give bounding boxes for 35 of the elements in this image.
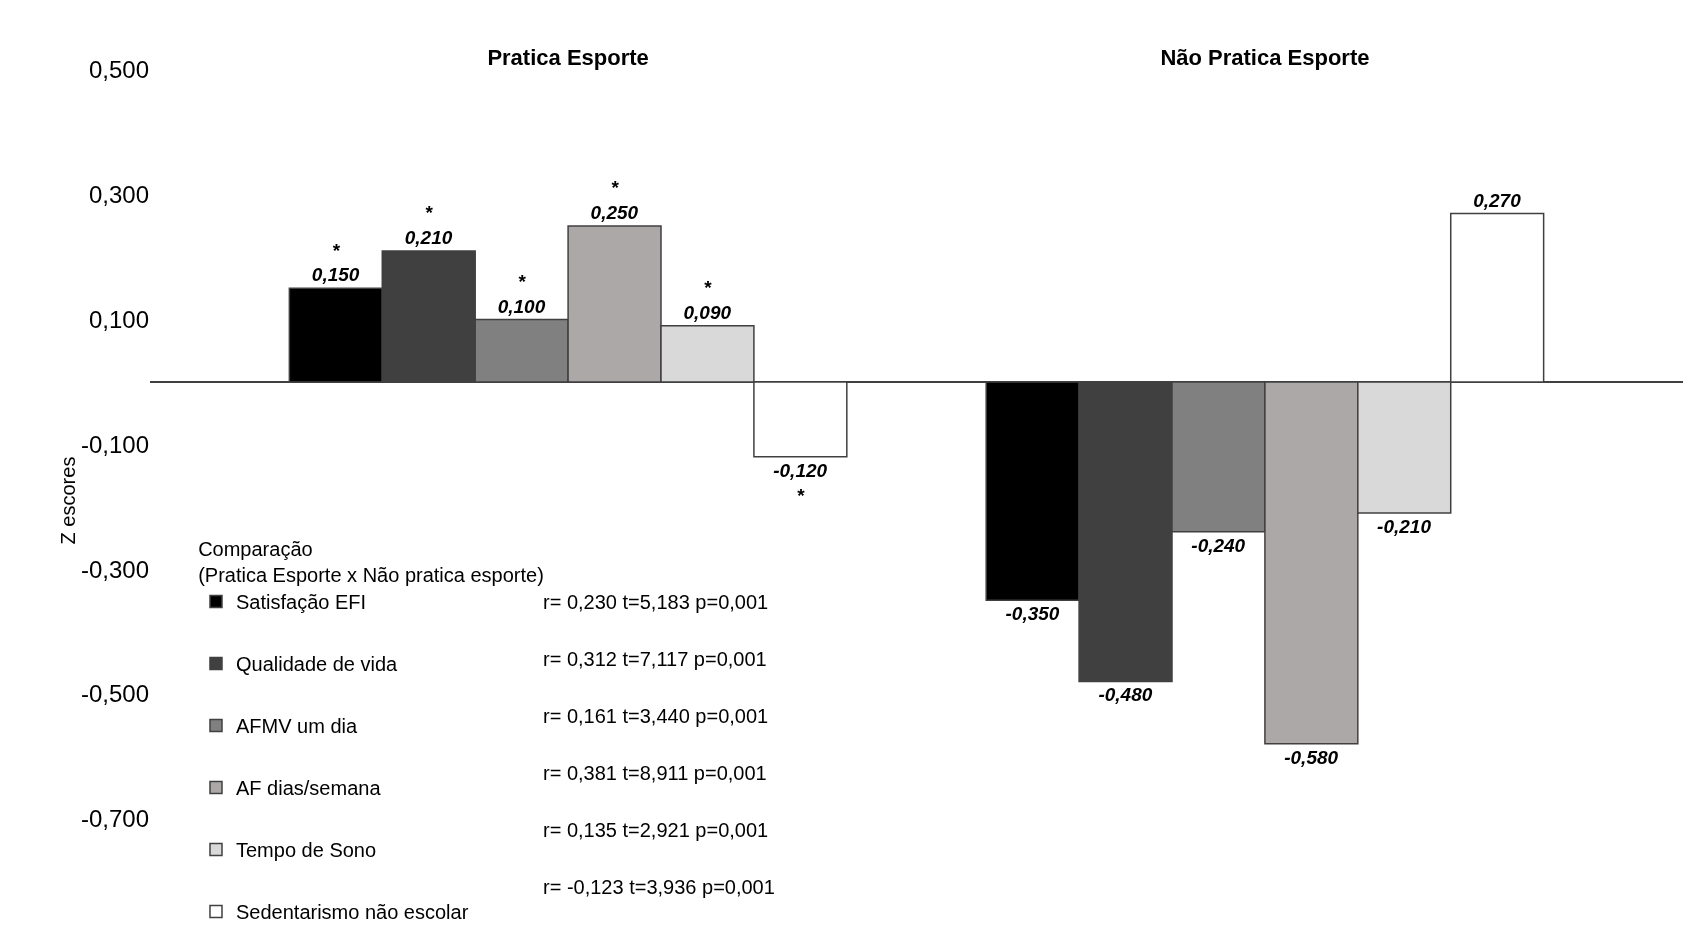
legend-label: Tempo de Sono bbox=[235, 839, 377, 862]
legend-label: AF dias/semana bbox=[235, 777, 382, 800]
y-axis-title: Z escores bbox=[56, 456, 79, 545]
legend-label: Satisfação EFI bbox=[235, 591, 367, 614]
data-label: * 0,100 bbox=[497, 270, 546, 317]
y-tick-label: -0,300 bbox=[80, 555, 149, 583]
y-tick-label: -0,100 bbox=[80, 430, 149, 458]
y-tick-label: 0,300 bbox=[88, 181, 149, 209]
y-tick-label: 0,500 bbox=[88, 56, 149, 84]
data-label: -0,580 bbox=[1284, 746, 1339, 768]
legend-label: Qualidade de vida bbox=[235, 653, 399, 676]
y-tick-label: -0,500 bbox=[80, 680, 149, 708]
data-label: -0,120 * bbox=[773, 459, 828, 506]
data-label: * 0,150 bbox=[311, 239, 360, 286]
data-label: -0,210 bbox=[1377, 515, 1432, 537]
annotation: r= 0,312 t=7,117 p=0,001 bbox=[543, 648, 767, 670]
annotation: r= 0,135 t=2,921 p=0,001 bbox=[543, 819, 769, 841]
data-label: * 0,090 bbox=[683, 277, 732, 323]
data-label: -0,240 bbox=[1191, 534, 1246, 556]
x-tick-label: Pratica Esporte bbox=[487, 44, 649, 70]
data-label: -0,350 bbox=[1005, 603, 1060, 625]
annotation: r= -0,123 t=3,936 p=0,001 bbox=[543, 876, 775, 898]
data-label: -0,480 bbox=[1098, 684, 1153, 706]
data-label: * 0,250 bbox=[590, 177, 639, 223]
data-label: * 0,210 bbox=[404, 202, 453, 248]
x-tick-label: Não Pratica Esporte bbox=[1160, 44, 1370, 70]
annotation: r= 0,381 t=8,911 p=0,001 bbox=[543, 762, 767, 784]
y-tick-label: 0,100 bbox=[88, 305, 149, 333]
data-label: 0,270 bbox=[1473, 189, 1522, 211]
legend-label: Sedentarismo não escolar bbox=[235, 901, 469, 924]
legend-label: AFMV um dia bbox=[235, 715, 359, 738]
annotation: r= 0,230 t=5,183 p=0,001 bbox=[543, 591, 769, 613]
annotation: r= 0,161 t=3,440 p=0,001 bbox=[543, 705, 769, 727]
y-tick-label: -0,700 bbox=[80, 805, 149, 833]
legend-title: Comparação (Pratica Esporte x Não pratica esporte) bbox=[198, 538, 544, 586]
